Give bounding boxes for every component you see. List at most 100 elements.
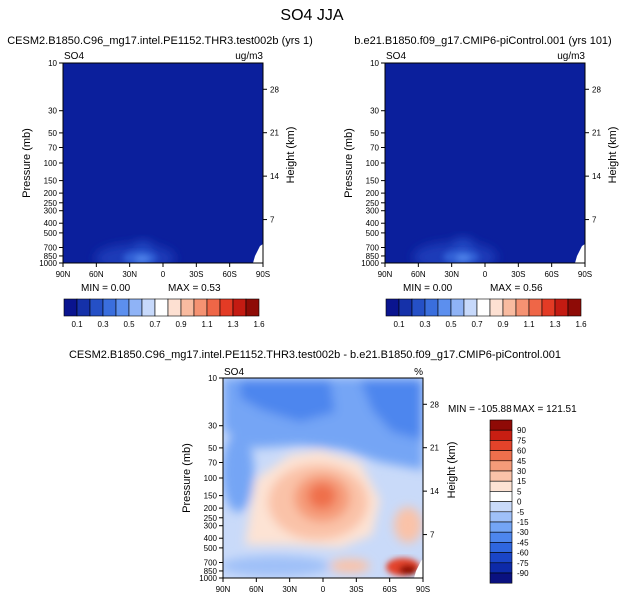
panel-3-min: MIN = -105.88 [448,404,512,415]
colorbar-swatch [437,298,452,317]
colorbar-label: 1.6 [253,320,265,329]
height-tick-label: 21 [592,129,601,138]
x-tick-label: 0 [483,270,488,279]
colorbar-swatch [154,298,169,317]
y-tick-label: 850 [44,252,58,261]
y-tick-label: 300 [366,207,380,216]
colorbar-swatch [489,298,504,317]
y-tick-label: 250 [366,199,380,208]
y-tick-label: 700 [204,559,218,568]
panel-3: CESM2.B1850.C96_mg17.intel.PE1152.THR3.t… [69,349,577,594]
colorbar-label: 0.9 [175,320,187,329]
x-tick-label: 30N [444,270,459,279]
colorbar-label: 75 [517,436,526,445]
panel-1-min: MIN = 0.00 [81,283,131,294]
x-tick-label: 90N [378,270,393,279]
panel-2-plume-upper [452,238,474,252]
height-tick-label: 28 [270,85,279,94]
y-tick-label: 300 [204,522,218,531]
height-tick-label: 28 [592,85,601,94]
y-tick-label: 400 [44,219,58,228]
colorbar-label: -90 [517,569,529,578]
x-tick-label: 30N [122,270,137,279]
height-tick-label: 7 [270,216,275,225]
colorbar-label: 60 [517,447,526,456]
colorbar-label: 1.1 [523,320,535,329]
colorbar-swatch [489,572,513,584]
colorbar-1: 0.1 0.3 0.5 0.7 0.9 1.1 1.3 1.6 [63,298,265,329]
panel-1-ylabel: Pressure (mb) [21,128,33,198]
panel-2-field [385,63,585,263]
panel-3-variable: SO4 [224,367,244,378]
y-tick-label: 250 [44,199,58,208]
colorbar-label: -75 [517,559,529,568]
panel-3-surface-blue [223,556,330,576]
height-tick-label: 7 [430,531,435,540]
x-tick-label: 90N [216,585,231,594]
colorbar-label: 0.3 [419,320,431,329]
y-tick-label: 200 [204,504,218,513]
colorbar-swatch [398,298,413,317]
colorbar-swatch [219,298,234,317]
colorbar-swatch [489,460,513,472]
height-tick-label: 14 [270,172,279,181]
colorbar-label: 30 [517,467,526,476]
colorbar-label: 45 [517,457,526,466]
height-tick-label: 21 [430,444,439,453]
panel-1-plume-upper [133,241,153,253]
colorbar-swatch [554,298,569,317]
y-tick-label: 30 [370,107,379,116]
panel-3-ylabel: Pressure (mb) [181,443,193,513]
panel-3-title: CESM2.B1850.C96_mg17.intel.PE1152.THR3.t… [69,349,561,361]
panel-2-ylabel-right: Height (km) [607,127,619,184]
panel-2-min: MIN = 0.00 [403,283,453,294]
colorbar-swatch [128,298,143,317]
y-tick-label: 10 [208,374,217,383]
colorbar-swatch [385,298,400,317]
panel-1-field [63,63,263,263]
colorbar-swatch [489,440,513,451]
panel-2: b.e21.B1850.f09_g17.CMIP6-piControl.001 … [343,35,619,329]
y-tick-label: 10 [48,59,57,68]
height-tick-label: 7 [592,216,597,225]
y-tick-label: 30 [208,422,217,431]
panel-2-terrain [575,244,585,263]
panel-1: CESM2.B1850.C96_mg17.intel.PE1152.THR3.t… [7,35,313,329]
colorbar-label: 5 [517,487,522,496]
x-tick-label: 30S [349,585,363,594]
colorbar-label: 0.3 [97,320,109,329]
colorbar-swatch [489,480,513,492]
colorbar-label: 1.3 [227,320,239,329]
panel-2-ylabel: Pressure (mb) [343,128,355,198]
y-tick-label: 150 [204,492,218,501]
y-tick-label: 150 [366,177,380,186]
colorbar-swatch [167,298,182,317]
x-tick-label: 60N [411,270,426,279]
panel-2-right-axis: 28 21 14 7 [585,85,601,225]
panel-1-units: ug/m3 [235,51,263,62]
colorbar-swatch [450,298,465,317]
y-tick-label: 200 [44,189,58,198]
panel-2-units: ug/m3 [557,51,585,62]
colorbar-swatch [193,298,208,317]
y-tick-label: 50 [48,129,57,138]
colorbar-swatch [180,298,195,317]
y-tick-label: 400 [204,534,218,543]
colorbar-label: -45 [517,538,529,547]
colorbar-swatch [115,298,130,317]
panel-3-south-darkred [399,565,417,575]
height-tick-label: 14 [592,172,601,181]
panel-2-x-axis: 90N 60N 30N 0 30S 60S 90S [378,263,592,279]
colorbar-label: 0.1 [393,320,405,329]
y-tick-label: 150 [44,177,58,186]
y-tick-label: 70 [208,459,217,468]
y-tick-label: 500 [44,229,58,238]
panel-2-plume-core [456,254,470,262]
x-tick-label: 0 [321,585,326,594]
x-tick-label: 30N [282,585,297,594]
colorbar-swatch [489,521,513,533]
